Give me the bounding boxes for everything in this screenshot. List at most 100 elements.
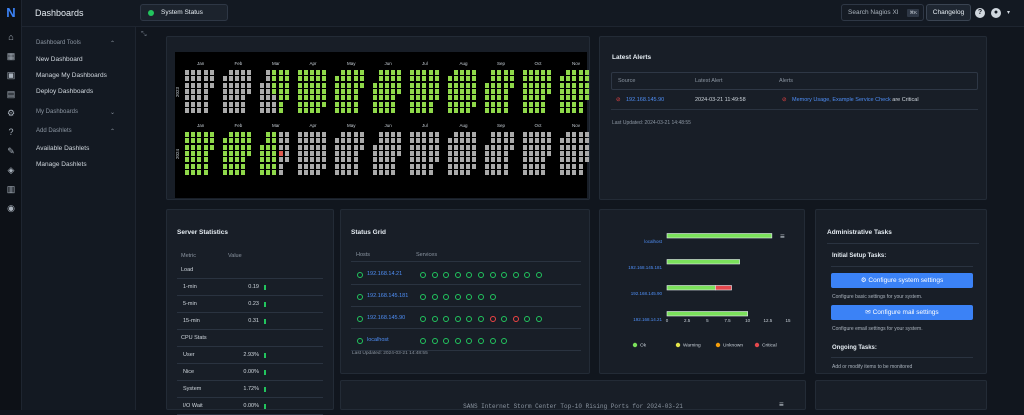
- heatmap-day-cell[interactable]: [309, 150, 314, 156]
- heatmap-day-cell[interactable]: [247, 150, 252, 156]
- heatmap-day-cell[interactable]: [522, 70, 527, 75]
- heatmap-day-cell[interactable]: [497, 76, 502, 82]
- heatmap-day-cell[interactable]: [316, 70, 321, 75]
- heatmap-day-cell[interactable]: [278, 163, 283, 169]
- heatmap-day-cell[interactable]: [234, 144, 239, 150]
- heatmap-day-cell[interactable]: [497, 95, 502, 101]
- heatmap-day-cell[interactable]: [384, 101, 389, 107]
- heatmap-day-cell[interactable]: [566, 95, 571, 101]
- changelog-button[interactable]: Changelog: [926, 4, 971, 21]
- heatmap-day-cell[interactable]: [541, 150, 546, 156]
- heatmap-day-cell[interactable]: [522, 82, 527, 88]
- heatmap-day-cell[interactable]: [485, 157, 489, 163]
- heatmap-day-cell[interactable]: [222, 163, 227, 169]
- heatmap-day-cell[interactable]: [316, 76, 321, 82]
- heatmap-day-cell[interactable]: [372, 88, 377, 94]
- heatmap-day-cell[interactable]: [397, 70, 402, 75]
- heatmap-day-cell[interactable]: [472, 70, 477, 75]
- heatmap-day-cell[interactable]: [278, 107, 283, 113]
- heatmap-day-cell[interactable]: [272, 157, 277, 163]
- heatmap-day-cell[interactable]: [247, 144, 252, 150]
- heatmap-day-cell[interactable]: [384, 76, 389, 82]
- heatmap-day-cell[interactable]: [459, 107, 464, 113]
- heatmap-day-cell[interactable]: [466, 157, 471, 163]
- heatmap-day-cell[interactable]: [447, 101, 452, 107]
- heatmap-day-cell[interactable]: [241, 88, 246, 94]
- heatmap-day-cell[interactable]: [528, 132, 533, 137]
- heatmap-day-cell[interactable]: [584, 82, 589, 88]
- heatmap-day-cell[interactable]: [541, 144, 546, 150]
- heatmap-day-cell[interactable]: [234, 163, 239, 169]
- heatmap-day-cell[interactable]: [347, 150, 352, 156]
- host-link[interactable]: localhost: [367, 337, 389, 343]
- heatmap-day-cell[interactable]: [297, 144, 302, 150]
- heatmap-day-cell[interactable]: [528, 107, 533, 113]
- heatmap-day-cell[interactable]: [347, 88, 352, 94]
- heatmap-day-cell[interactable]: [578, 163, 583, 169]
- heatmap-day-cell[interactable]: [384, 132, 389, 137]
- heatmap-day-cell[interactable]: [453, 163, 458, 169]
- host-link[interactable]: 192.168.145.181: [367, 293, 409, 299]
- service-status-icon[interactable]: [420, 272, 426, 278]
- heatmap-day-cell[interactable]: [428, 70, 433, 75]
- service-status-icon[interactable]: [466, 316, 473, 322]
- heatmap-day-cell[interactable]: [566, 70, 571, 75]
- heatmap-day-cell[interactable]: [384, 144, 389, 150]
- heatmap-day-cell[interactable]: [316, 95, 321, 101]
- heatmap-day-cell[interactable]: [222, 138, 227, 144]
- heatmap-day-cell[interactable]: [272, 88, 277, 94]
- heatmap-day-cell[interactable]: [428, 95, 433, 101]
- heatmap-day-cell[interactable]: [341, 82, 346, 88]
- heatmap-day-cell[interactable]: [560, 107, 564, 113]
- heatmap-day-cell[interactable]: [185, 101, 189, 107]
- heatmap-day-cell[interactable]: [522, 107, 527, 113]
- heatmap-day-cell[interactable]: [228, 95, 233, 101]
- heatmap-day-cell[interactable]: [316, 88, 321, 94]
- heatmap-day-cell[interactable]: [416, 157, 421, 163]
- heatmap-day-cell[interactable]: [560, 150, 564, 156]
- heatmap-day-cell[interactable]: [322, 82, 327, 88]
- service-status-icon[interactable]: [454, 316, 461, 322]
- heatmap-day-cell[interactable]: [335, 157, 339, 163]
- heatmap-day-cell[interactable]: [416, 163, 421, 169]
- heatmap-day-cell[interactable]: [391, 82, 396, 88]
- heatmap-day-cell[interactable]: [197, 95, 202, 101]
- heatmap-day-cell[interactable]: [228, 150, 233, 156]
- heatmap-day-cell[interactable]: [203, 138, 208, 144]
- heatmap-day-cell[interactable]: [316, 163, 321, 169]
- heatmap-day-cell[interactable]: [303, 163, 308, 169]
- heatmap-day-cell[interactable]: [378, 101, 383, 107]
- heatmap-day-cell[interactable]: [341, 70, 346, 75]
- heatmap-day-cell[interactable]: [528, 163, 533, 169]
- heatmap-day-cell[interactable]: [584, 150, 589, 156]
- heatmap-day-cell[interactable]: [422, 82, 427, 88]
- heatmap-day-cell[interactable]: [578, 82, 583, 88]
- heatmap-day-cell[interactable]: [222, 150, 227, 156]
- heatmap-day-cell[interactable]: [560, 101, 564, 107]
- heatmap-day-cell[interactable]: [384, 150, 389, 156]
- heatmap-day-cell[interactable]: [453, 95, 458, 101]
- heatmap-day-cell[interactable]: [534, 70, 539, 75]
- heatmap-day-cell[interactable]: [509, 138, 514, 144]
- heatmap-day-cell[interactable]: [316, 157, 321, 163]
- heatmap-day-cell[interactable]: [466, 132, 471, 137]
- heatmap-day-cell[interactable]: [266, 150, 271, 156]
- heatmap-day-cell[interactable]: [416, 88, 421, 94]
- heatmap-day-cell[interactable]: [185, 95, 189, 101]
- heatmap-day-cell[interactable]: [503, 138, 508, 144]
- service-status-icon[interactable]: [536, 272, 542, 278]
- heatmap-day-cell[interactable]: [447, 163, 452, 169]
- heatmap-day-cell[interactable]: [491, 138, 496, 144]
- heatmap-day-cell[interactable]: [322, 150, 327, 156]
- heatmap-day-cell[interactable]: [503, 88, 508, 94]
- heatmap-day-cell[interactable]: [497, 101, 502, 107]
- heatmap-day-cell[interactable]: [472, 144, 477, 150]
- heatmap-day-cell[interactable]: [410, 163, 414, 169]
- heatmap-day-cell[interactable]: [278, 169, 283, 175]
- heatmap-day-cell[interactable]: [284, 157, 289, 163]
- heatmap-day-cell[interactable]: [191, 107, 196, 113]
- heatmap-day-cell[interactable]: [347, 132, 352, 137]
- heatmap-day-cell[interactable]: [284, 138, 289, 144]
- heatmap-day-cell[interactable]: [353, 144, 358, 150]
- heatmap-day-cell[interactable]: [203, 163, 208, 169]
